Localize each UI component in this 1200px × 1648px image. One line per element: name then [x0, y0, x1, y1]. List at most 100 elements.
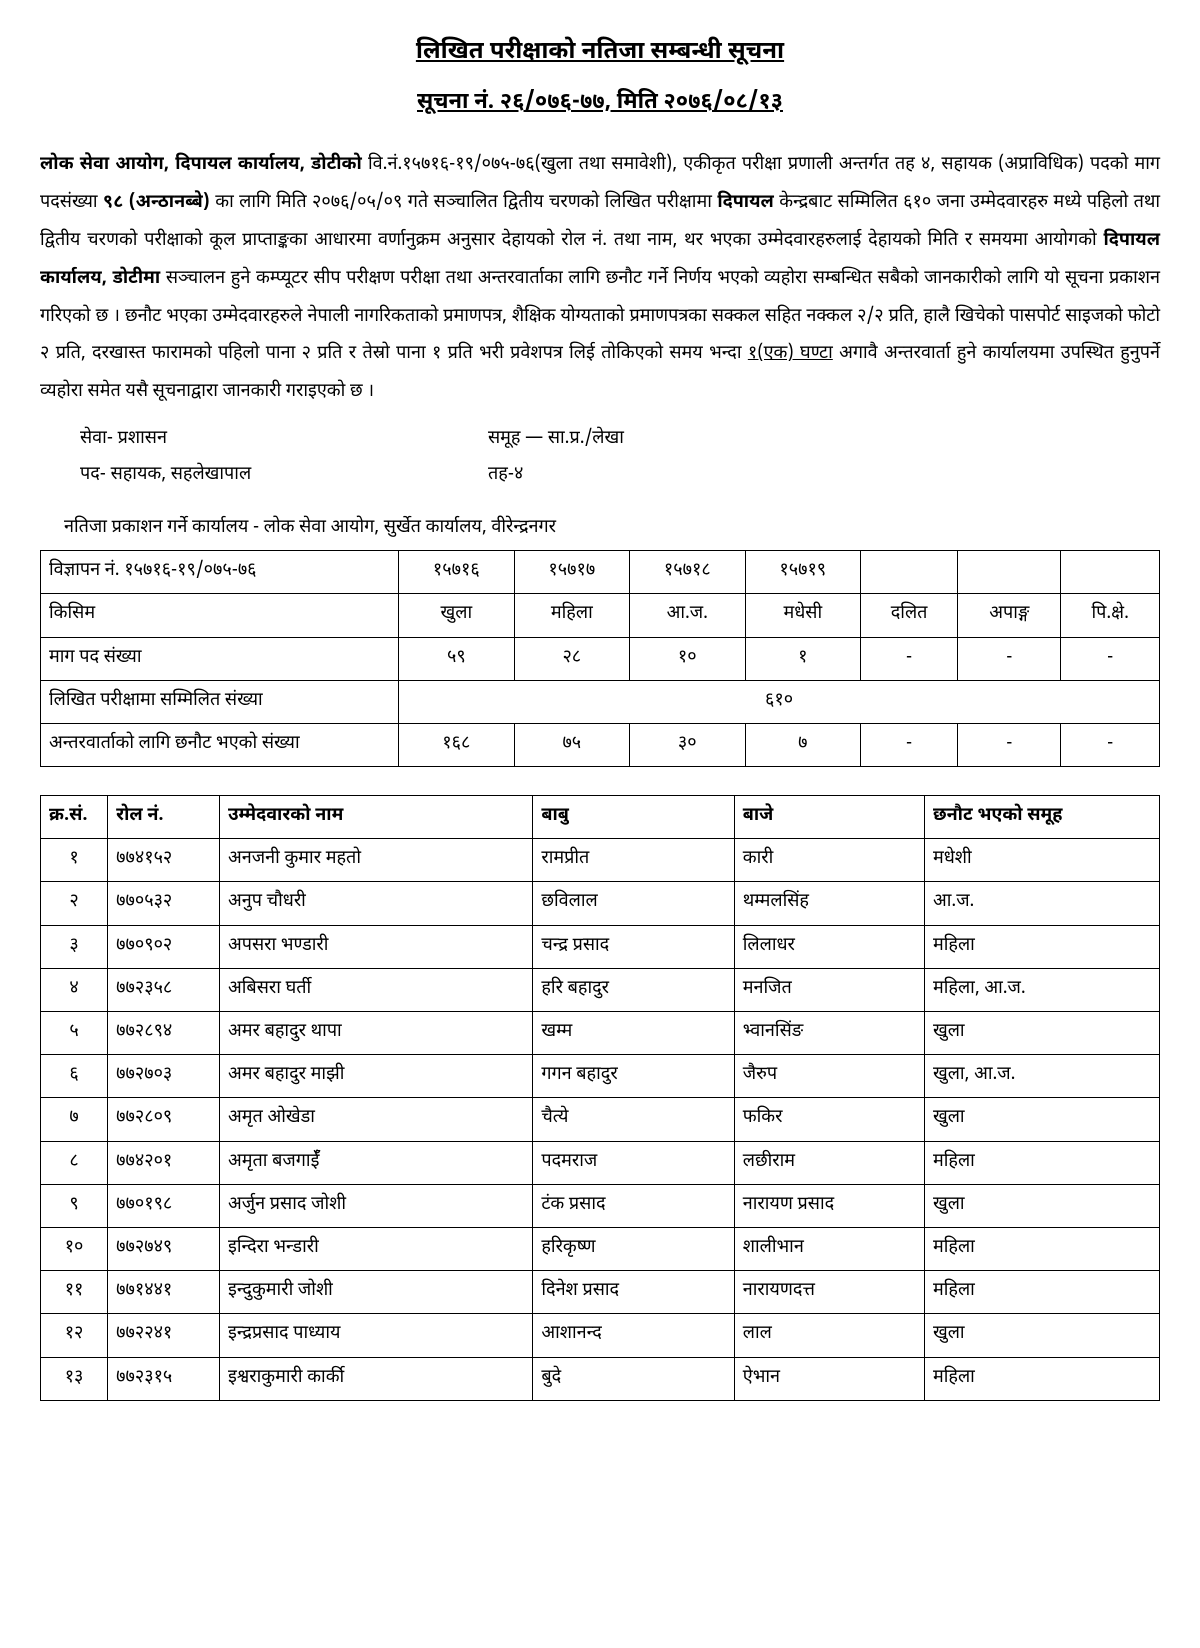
candidate-table: क्र.सं. रोल नं. उम्मेदवारको नाम बाबु बाज…	[40, 795, 1160, 1401]
cell: नारायण प्रसाद	[734, 1184, 924, 1227]
cell: -	[958, 637, 1061, 680]
cell: इन्दुकुमारी जोशी	[220, 1271, 533, 1314]
cell: ७७२३५८	[108, 968, 220, 1011]
table-row: किसिम खुला महिला आ.ज. मधेसी दलित अपाङ्ग …	[41, 594, 1160, 637]
cell: -	[1061, 723, 1160, 766]
cell: खम्म	[533, 1012, 734, 1055]
cell: खुला	[924, 1184, 1159, 1227]
cell: गगन बहादुर	[533, 1055, 734, 1098]
table-row: अन्तरवार्ताको लागि छनौट भएको संख्या १६८ …	[41, 723, 1160, 766]
cell: अपाङ्ग	[958, 594, 1061, 637]
cell: खुला	[924, 1314, 1159, 1357]
appeared-label: लिखित परीक्षामा सम्मिलित संख्या	[41, 680, 399, 723]
page-title: लिखित परीक्षाको नतिजा सम्बन्धी सूचना	[40, 30, 1160, 76]
cell: १३	[41, 1357, 108, 1400]
vacancy-count: ९८ (अन्ठानब्बे)	[103, 192, 210, 215]
cell: १५७१८	[630, 551, 745, 594]
vacancy-label: माग पद संख्या	[41, 637, 399, 680]
cell: लाल	[734, 1314, 924, 1357]
level-label: तह-४	[488, 458, 1104, 494]
cell: इश्वराकुमारी कार्की	[220, 1357, 533, 1400]
cell: अमर बहादुर थापा	[220, 1012, 533, 1055]
cell: अनुप चौधरी	[220, 882, 533, 925]
cell: आ.ज.	[630, 594, 745, 637]
col-father: बाबु	[533, 796, 734, 839]
cell: अमर बहादुर माझी	[220, 1055, 533, 1098]
cell: अपसरा भण्डारी	[220, 925, 533, 968]
cell: ५९	[399, 637, 514, 680]
table-row: ५७७२८९४अमर बहादुर थापाखम्मभ्वानसिंङखुला	[41, 1012, 1160, 1055]
cell: दलित	[861, 594, 958, 637]
cell: ७७२३१५	[108, 1357, 220, 1400]
cell: महिला	[924, 1357, 1159, 1400]
cell: बुदे	[533, 1357, 734, 1400]
cell: फकिर	[734, 1098, 924, 1141]
table-header-row: क्र.सं. रोल नं. उम्मेदवारको नाम बाबु बाज…	[41, 796, 1160, 839]
summary-table: विज्ञापन नं. १५७१६-१९/०७५-७६ १५७१६ १५७१७…	[40, 550, 1160, 767]
cell: हरिकृष्ण	[533, 1227, 734, 1270]
cell: कारी	[734, 839, 924, 882]
type-label: किसिम	[41, 594, 399, 637]
center-name: दिपायल	[717, 192, 773, 215]
cell: महिला, आ.ज.	[924, 968, 1159, 1011]
cell: १५७१७	[514, 551, 629, 594]
table-row: १३७७२३१५इश्वराकुमारी कार्कीबुदेऐभानमहिला	[41, 1357, 1160, 1400]
advert-number-label: विज्ञापन नं. १५७१६-१९/०७५-७६	[41, 551, 399, 594]
publishing-office: नतिजा प्रकाशन गर्ने कार्यालय - लोक सेवा …	[64, 512, 1160, 546]
cell: ३०	[630, 723, 745, 766]
cell: ९	[41, 1184, 108, 1227]
cell: -	[958, 723, 1061, 766]
group-label: समूह — सा.प्र./लेखा	[488, 422, 1104, 458]
table-row: ८७७४२०१अमृता बजगाईँपदमराजलछीराममहिला	[41, 1141, 1160, 1184]
table-row: ११७७१४४१इन्दुकुमारी जोशीदिनेश प्रसादनारा…	[41, 1271, 1160, 1314]
cell: १	[745, 637, 860, 680]
cell: ७७२७४९	[108, 1227, 220, 1270]
table-row: १२७७२२४१इन्द्रप्रसाद पाध्यायआशानन्दलालखु…	[41, 1314, 1160, 1357]
cell: महिला	[924, 1141, 1159, 1184]
cell: अर्जुन प्रसाद जोशी	[220, 1184, 533, 1227]
cell: १६८	[399, 723, 514, 766]
cell: ८	[41, 1141, 108, 1184]
cell: चन्द्र प्रसाद	[533, 925, 734, 968]
cell: -	[861, 723, 958, 766]
col-roll: रोल नं.	[108, 796, 220, 839]
cell: -	[1061, 637, 1160, 680]
table-row: ९७७०१९८अर्जुन प्रसाद जोशीटंक प्रसादनाराय…	[41, 1184, 1160, 1227]
cell: खुला, आ.ज.	[924, 1055, 1159, 1098]
cell: ७७२२४१	[108, 1314, 220, 1357]
cell: इन्द्रप्रसाद पाध्याय	[220, 1314, 533, 1357]
table-row: ७७७२८०९अमृत ओखेडाचैत्येफकिरखुला	[41, 1098, 1160, 1141]
cell: ७	[745, 723, 860, 766]
cell: ७७०१९८	[108, 1184, 220, 1227]
cell: इन्दिरा भन्डारी	[220, 1227, 533, 1270]
selected-label: अन्तरवार्ताको लागि छनौट भएको संख्या	[41, 723, 399, 766]
cell: मधेशी	[924, 839, 1159, 882]
cell: ७७०५३२	[108, 882, 220, 925]
cell: पि.क्षे.	[1061, 594, 1160, 637]
cell: -	[861, 637, 958, 680]
cell: टंक प्रसाद	[533, 1184, 734, 1227]
cell: ७५	[514, 723, 629, 766]
cell: मनजित	[734, 968, 924, 1011]
cell: चैत्ये	[533, 1098, 734, 1141]
cell: रामप्रीत	[533, 839, 734, 882]
table-row: लिखित परीक्षामा सम्मिलित संख्या ६१०	[41, 680, 1160, 723]
cell: ७	[41, 1098, 108, 1141]
cell: ऐभान	[734, 1357, 924, 1400]
cell: ७७२८०९	[108, 1098, 220, 1141]
appeared-total: ६१०	[399, 680, 1160, 723]
col-name: उम्मेदवारको नाम	[220, 796, 533, 839]
cell: अमृता बजगाईँ	[220, 1141, 533, 1184]
cell: थम्मलसिंह	[734, 882, 924, 925]
cell: २	[41, 882, 108, 925]
cell	[861, 551, 958, 594]
cell: अनजनी कुमार महतो	[220, 839, 533, 882]
table-row: माग पद संख्या ५९ २८ १० १ - - -	[41, 637, 1160, 680]
cell: ४	[41, 968, 108, 1011]
cell: आशानन्द	[533, 1314, 734, 1357]
cell: १५७१९	[745, 551, 860, 594]
cell: महिला	[514, 594, 629, 637]
meta-row-2: पद- सहायक, सहलेखापाल तह-४	[40, 458, 1160, 494]
org-name: लोक सेवा आयोग, दिपायल कार्यालय, डोटीको	[40, 154, 362, 177]
cell: ७७२७०३	[108, 1055, 220, 1098]
